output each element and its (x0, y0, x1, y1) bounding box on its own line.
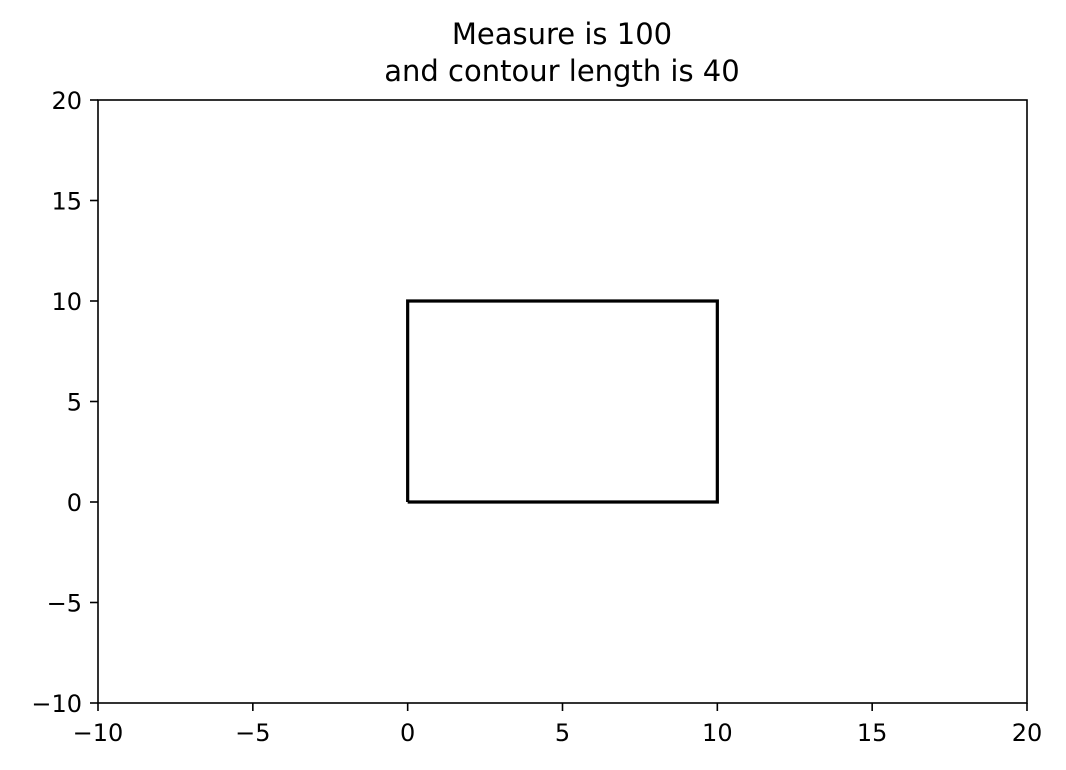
series-layer (406, 299, 719, 504)
x-tick-label: −10 (73, 719, 124, 747)
title-line-1: Measure is 100 (452, 17, 672, 51)
axes-frame (97, 99, 1028, 704)
chart-title: Measure is 100 and contour length is 40 (384, 17, 739, 88)
y-tick-label: −5 (47, 590, 82, 618)
x-axis: −10 −5 0 5 10 15 20 (73, 703, 1043, 747)
y-tick-label: 20 (51, 87, 82, 115)
title-line-2: and contour length is 40 (384, 54, 739, 88)
x-tick-label: −5 (235, 719, 270, 747)
y-tick-label: 0 (67, 489, 82, 517)
x-tick-label: 15 (857, 719, 888, 747)
y-axis: −10 −5 0 5 10 15 20 (31, 87, 98, 718)
x-tick-label: 0 (400, 719, 415, 747)
y-tick-label: 5 (67, 389, 82, 417)
y-tick-label: −10 (31, 690, 82, 718)
y-tick-label: 10 (51, 288, 82, 316)
x-tick-label: 10 (702, 719, 733, 747)
x-tick-label: 5 (555, 719, 570, 747)
x-tick-label: 20 (1012, 719, 1043, 747)
rectangle-contour-line (406, 299, 719, 504)
y-tick-label: 15 (51, 188, 82, 216)
